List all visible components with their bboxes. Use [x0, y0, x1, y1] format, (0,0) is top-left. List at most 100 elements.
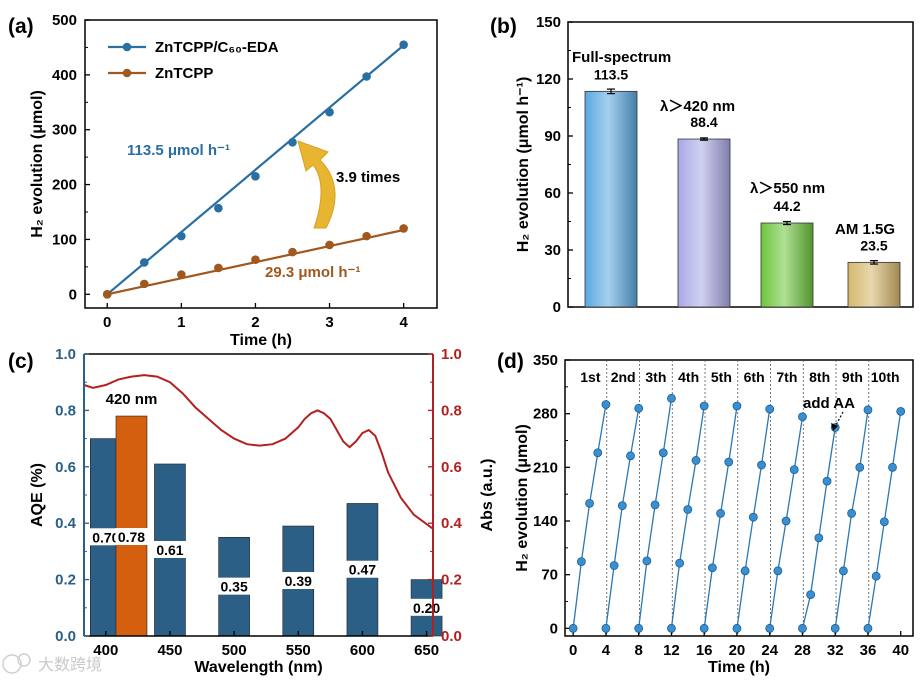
- y-tick-label: 0.4: [55, 515, 77, 532]
- absorbance-curve: [83, 374, 434, 530]
- y-tick-label: 150: [536, 14, 561, 31]
- x-tick-label: 450: [157, 642, 182, 659]
- data-point: [789, 465, 799, 475]
- value-label-box: [346, 560, 379, 578]
- watermark-logo-icon: [2, 654, 22, 674]
- value-label-group: 0.70: [89, 528, 122, 546]
- data-point: [879, 517, 889, 527]
- x-tick-label: 28: [794, 642, 811, 659]
- y-tick-label: 1.0: [55, 346, 76, 363]
- cycle-label: 10th: [871, 369, 900, 385]
- plot-frame: [84, 19, 438, 309]
- data-point: [814, 533, 824, 543]
- x-tick-label: 1: [177, 314, 185, 331]
- data-point: [593, 448, 603, 458]
- data-point: [650, 500, 660, 510]
- data-point: [609, 561, 619, 570]
- data-point: [634, 403, 644, 413]
- data-point: [871, 571, 881, 581]
- panel-label: (b): [490, 15, 517, 38]
- y-tick-label: 60: [544, 185, 561, 202]
- times-annotation: 3.9 times: [336, 169, 400, 186]
- data-point: [748, 512, 758, 522]
- cycle-line: [605, 408, 640, 629]
- y-tick-label: 0: [550, 620, 558, 637]
- x-tick-label: 2: [251, 314, 259, 331]
- x-axis-label: Wavelength (nm): [194, 659, 322, 676]
- add-aa-annotation: add AA: [803, 395, 855, 412]
- cycle-label: 4th: [678, 369, 699, 385]
- legend-marker: [122, 42, 132, 52]
- y-tick-label: 210: [533, 459, 558, 476]
- y-tick-label: 200: [52, 177, 77, 194]
- data-point: [667, 393, 676, 403]
- value-label: 0.20: [413, 600, 440, 616]
- y-axis-label: AQE (%): [29, 463, 46, 527]
- x-tick-label: 3: [325, 314, 333, 331]
- data-point: [806, 590, 816, 599]
- data-point: [634, 623, 644, 633]
- value-label: 44.2: [773, 198, 800, 214]
- data-point: [732, 401, 742, 411]
- data-point: [888, 462, 897, 472]
- legend-label: ZnTCPP: [155, 65, 213, 82]
- x-tick-label: 36: [860, 642, 877, 659]
- highlight-label: 420 nm: [106, 391, 158, 408]
- y-tick-label: 70: [541, 567, 558, 584]
- legend-marker: [122, 68, 132, 78]
- y-axis-label: H₂ evolution (μmol): [29, 90, 46, 238]
- annotation-arrow-icon: [831, 423, 838, 431]
- cycle-label: 6th: [744, 369, 765, 385]
- y-tick-label: 100: [52, 231, 77, 248]
- data-point: [585, 498, 594, 508]
- y2-axis-label: Abs (a.u.): [479, 459, 496, 532]
- data-point: [863, 405, 873, 415]
- data-point: [576, 557, 586, 567]
- value-label-group: 0.39: [282, 572, 315, 590]
- x-tick-label: 20: [729, 642, 746, 659]
- category-label: AM 1.5G: [835, 221, 895, 238]
- bar: [760, 222, 814, 308]
- y2-tick-label: 0.4: [441, 515, 463, 532]
- bar: [677, 138, 731, 308]
- data-point: [601, 623, 611, 633]
- data-point: [626, 451, 635, 461]
- x-tick-label: 0: [569, 642, 577, 659]
- value-label: 0.35: [220, 579, 247, 595]
- value-label: 23.5: [860, 237, 887, 253]
- y-tick-label: 0.2: [55, 572, 76, 589]
- panel-a: (a) 0 1 2 3 4 0 100 200 300 400 500 Time (h) H₂ evolu…: [8, 12, 438, 349]
- panel-c: (c) 0.700.78 0.61 0.35 0.39 0.47 0.20 420 nm 400…: [8, 346, 496, 676]
- value-label-box: [89, 528, 122, 546]
- data-point: [765, 404, 775, 414]
- value-label-box: [410, 598, 443, 616]
- x-tick-label: 40: [892, 642, 909, 659]
- cycle-line: [638, 398, 673, 629]
- y-tick-label: 400: [52, 67, 77, 84]
- watermark-logo-icon-inner: [17, 653, 31, 667]
- data-point: [399, 40, 408, 49]
- rate-annotation-bottom: 29.3 μmol h⁻¹: [265, 264, 360, 281]
- y2-tick-label: 0.8: [441, 402, 462, 419]
- increase-arrow-icon: [297, 140, 336, 229]
- watermark: 大数跨境: [2, 653, 102, 674]
- value-label-group: 0.20: [410, 598, 443, 616]
- value-label-box: [282, 572, 315, 590]
- data-point: [139, 258, 149, 267]
- data-point: [214, 203, 223, 213]
- value-label: 88.4: [690, 114, 717, 130]
- bar: [847, 261, 901, 308]
- value-label: 0.47: [349, 562, 376, 578]
- y-tick-label: 300: [52, 122, 77, 139]
- value-label-box: [115, 528, 148, 546]
- value-label-box: [153, 540, 186, 558]
- data-point: [288, 138, 297, 147]
- y-tick-label: 350: [533, 352, 558, 369]
- x-tick-label: 4: [602, 642, 611, 659]
- value-label-group: 0.47: [346, 560, 379, 578]
- data-point: [325, 107, 334, 117]
- x-tick-label: 650: [414, 642, 439, 659]
- value-label-group: 0.35: [218, 577, 251, 595]
- y2-tick-label: 0.6: [441, 459, 462, 476]
